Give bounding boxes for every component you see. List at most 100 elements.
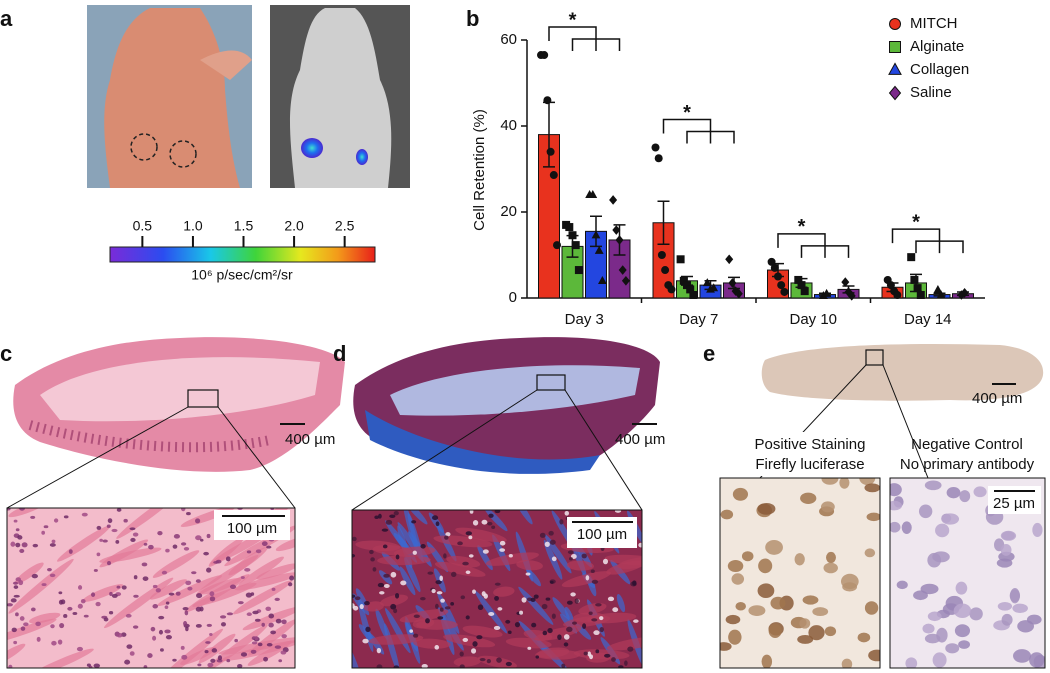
- tissue-fiber: [238, 556, 284, 587]
- cell: [30, 607, 36, 612]
- cell: [599, 616, 604, 621]
- point: [841, 277, 850, 287]
- cell: [531, 622, 537, 628]
- cell: [51, 539, 56, 544]
- cell: [431, 588, 436, 594]
- cell: [125, 613, 132, 618]
- inset-title: Negative Control: [911, 436, 1023, 453]
- cell: [842, 582, 858, 592]
- cell: [496, 657, 502, 663]
- cell: [435, 521, 440, 527]
- tissue-fiber: [483, 510, 508, 532]
- cell: [488, 513, 494, 518]
- cell: [130, 537, 136, 543]
- cell: [106, 524, 111, 528]
- cell: [741, 551, 754, 562]
- cell: [757, 502, 776, 515]
- cell: [185, 580, 192, 586]
- cell: [821, 478, 839, 485]
- colorbar-tick-label: 2.5: [335, 218, 355, 234]
- point: [907, 253, 916, 262]
- cell: [10, 541, 16, 547]
- cell: [185, 626, 189, 632]
- cell: [468, 535, 473, 540]
- y-tick-label: 20: [500, 203, 517, 220]
- point: [888, 85, 902, 101]
- cell: [918, 504, 933, 519]
- cell: [941, 513, 960, 525]
- cell: [611, 657, 616, 662]
- cell: [445, 532, 451, 537]
- cell: [181, 654, 188, 660]
- cell: [551, 556, 557, 562]
- cell: [204, 650, 209, 654]
- colorbar-tick-label: 0.5: [133, 218, 153, 234]
- tissue-fiber: [352, 642, 362, 668]
- cell: [400, 580, 407, 586]
- cell: [116, 585, 121, 589]
- tissue-fiber: [404, 557, 421, 593]
- point: [612, 225, 621, 235]
- cell: [354, 596, 361, 601]
- cell: [462, 561, 469, 566]
- cell: [566, 600, 573, 605]
- tissue-fiber: [377, 555, 431, 566]
- scale-label: 100 µm: [227, 520, 277, 537]
- cell: [15, 612, 19, 617]
- tissue-fiber: [443, 634, 496, 648]
- cell: [383, 573, 390, 578]
- cell: [581, 553, 587, 559]
- point: [913, 284, 922, 293]
- cell: [864, 483, 880, 493]
- cell: [585, 575, 590, 581]
- cell: [93, 663, 101, 668]
- cell: [96, 552, 101, 557]
- point: [588, 190, 598, 198]
- cell: [857, 632, 871, 643]
- cell: [195, 535, 202, 541]
- cell: [18, 580, 24, 586]
- cell: [287, 582, 293, 587]
- cell: [255, 549, 262, 554]
- cell: [265, 606, 272, 611]
- cell: [541, 603, 548, 610]
- cell: [841, 658, 853, 668]
- point: [615, 235, 624, 245]
- cell: [508, 553, 513, 558]
- cell: [497, 607, 503, 611]
- cell: [35, 621, 41, 627]
- cell: [53, 518, 59, 523]
- point: [888, 62, 902, 75]
- cell: [1001, 613, 1013, 626]
- point: [822, 288, 831, 297]
- cell: [250, 649, 257, 654]
- cell: [591, 618, 598, 622]
- cell: [633, 619, 639, 623]
- cell: [572, 621, 577, 625]
- cell: [549, 539, 556, 545]
- cell: [557, 634, 562, 641]
- cell: [374, 515, 379, 520]
- cell: [81, 512, 88, 517]
- cell: [261, 541, 268, 547]
- cell: [289, 575, 295, 581]
- cell: [199, 606, 204, 612]
- cell: [352, 536, 357, 542]
- cell: [491, 525, 496, 529]
- cell: [57, 639, 63, 645]
- cell: [268, 613, 275, 619]
- point: [767, 257, 776, 266]
- cell: [108, 611, 114, 615]
- cell: [488, 611, 495, 616]
- cell: [920, 583, 939, 595]
- cell: [797, 634, 814, 644]
- cell: [728, 629, 742, 645]
- cell: [412, 550, 417, 555]
- cell: [41, 530, 46, 535]
- cell: [133, 594, 139, 598]
- cell: [111, 593, 118, 598]
- label-bg: [740, 432, 880, 476]
- cell: [954, 624, 971, 638]
- cell: [209, 632, 213, 637]
- cell: [444, 535, 449, 540]
